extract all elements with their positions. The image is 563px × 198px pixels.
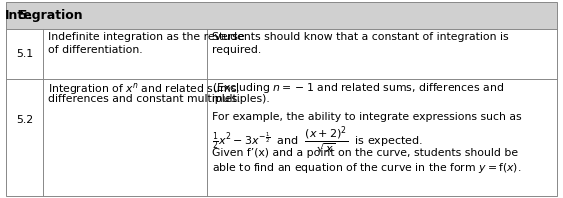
Text: multiples).: multiples). — [212, 94, 269, 104]
Text: of differentiation.: of differentiation. — [48, 45, 142, 55]
Text: differences and constant multiples.: differences and constant multiples. — [48, 94, 240, 104]
Text: Integration of $x^n$ and related sums,: Integration of $x^n$ and related sums, — [48, 81, 240, 97]
Text: Indefinite integration as the reverse: Indefinite integration as the reverse — [48, 32, 244, 42]
Bar — [6, 2, 557, 29]
Text: Integration: Integration — [5, 9, 83, 22]
Text: able to find an equation of the curve in the form $y = \mathrm{f}(x)$.: able to find an equation of the curve in… — [212, 161, 521, 175]
Text: Students should know that a constant of integration is: Students should know that a constant of … — [212, 32, 508, 42]
Text: required.: required. — [212, 45, 261, 55]
Text: 5.1: 5.1 — [16, 49, 33, 59]
Text: For example, the ability to integrate expressions such as: For example, the ability to integrate ex… — [212, 112, 521, 122]
Text: $\frac{1}{2}x^2 - 3x^{-\frac{1}{2}}$  and  $\dfrac{(x+2)^2}{\sqrt{x}}$  is expec: $\frac{1}{2}x^2 - 3x^{-\frac{1}{2}}$ and… — [212, 125, 423, 156]
Text: 5.: 5. — [19, 9, 33, 22]
Text: 5.2: 5.2 — [16, 115, 33, 125]
Text: Given f’(x) and a point on the curve, students should be: Given f’(x) and a point on the curve, st… — [212, 148, 517, 158]
Text: (Excluding $n = -1$ and related sums, differences and: (Excluding $n = -1$ and related sums, di… — [212, 81, 503, 95]
